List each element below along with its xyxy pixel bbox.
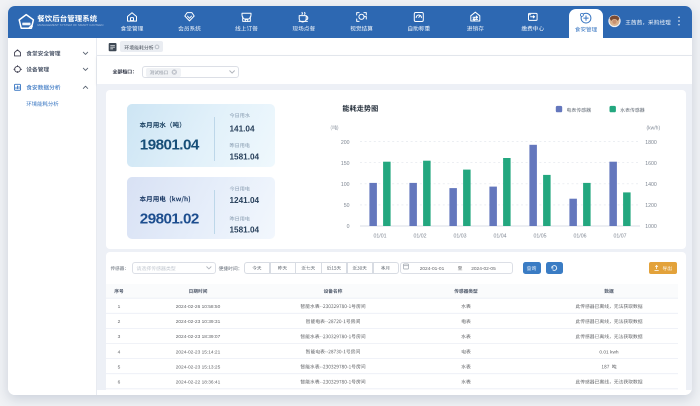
svg-text:4: 4 xyxy=(118,349,121,355)
svg-text:1581.04: 1581.04 xyxy=(230,225,260,234)
svg-text:1000: 1000 xyxy=(645,224,657,230)
svg-text:01/03: 01/03 xyxy=(454,233,467,239)
svg-text:01/06: 01/06 xyxy=(574,233,587,239)
svg-text:2024-02-23 10:39:31: 2024-02-23 10:39:31 xyxy=(176,319,221,325)
svg-text:01/07: 01/07 xyxy=(614,233,627,239)
svg-text:01/01: 01/01 xyxy=(374,233,387,239)
svg-text:01/04: 01/04 xyxy=(494,233,507,239)
svg-text:50: 50 xyxy=(344,203,350,209)
svg-text:2024-02-23 15:13:25: 2024-02-23 15:13:25 xyxy=(176,364,221,370)
svg-text:150: 150 xyxy=(341,161,350,167)
svg-text:0: 0 xyxy=(347,224,350,230)
svg-text:100: 100 xyxy=(341,182,350,188)
svg-text:2: 2 xyxy=(118,319,121,325)
svg-text:6: 6 xyxy=(118,380,121,386)
svg-text:141.04: 141.04 xyxy=(230,125,255,134)
svg-text:2024-02-22 18:36:41: 2024-02-22 18:36:41 xyxy=(176,380,221,386)
svg-text:2024-01-01: 2024-01-01 xyxy=(420,266,445,272)
svg-text:(kw/h): (kw/h) xyxy=(647,125,661,131)
svg-text:01/02: 01/02 xyxy=(414,233,427,239)
svg-text:2024-02-23 18:39:07: 2024-02-23 18:39:07 xyxy=(176,334,221,340)
svg-text:01/05: 01/05 xyxy=(534,233,547,239)
svg-text:3: 3 xyxy=(118,334,121,340)
svg-text:1: 1 xyxy=(118,304,121,310)
svg-text:1200: 1200 xyxy=(645,203,657,209)
svg-text:1800: 1800 xyxy=(645,140,657,146)
svg-text:2024-02-23 15:14:21: 2024-02-23 15:14:21 xyxy=(176,349,221,355)
svg-text:29801.02: 29801.02 xyxy=(140,211,199,228)
svg-text:2024-02-26 10:58:50: 2024-02-26 10:58:50 xyxy=(176,304,221,310)
svg-text:1400: 1400 xyxy=(645,182,657,188)
svg-text:1581.04: 1581.04 xyxy=(230,152,260,161)
svg-text:2024-02-05: 2024-02-05 xyxy=(471,266,496,272)
svg-text:MANAGEMENT SYSTEM OF SMART CAN: MANAGEMENT SYSTEM OF SMART CANTEEN xyxy=(37,23,103,27)
svg-text:200: 200 xyxy=(341,140,350,146)
svg-text:1600: 1600 xyxy=(645,161,657,167)
svg-text:5: 5 xyxy=(118,364,121,370)
svg-text:1241.04: 1241.04 xyxy=(230,196,260,205)
svg-text:19801.04: 19801.04 xyxy=(140,137,200,154)
svg-text:0.01 kwh: 0.01 kwh xyxy=(599,349,619,355)
